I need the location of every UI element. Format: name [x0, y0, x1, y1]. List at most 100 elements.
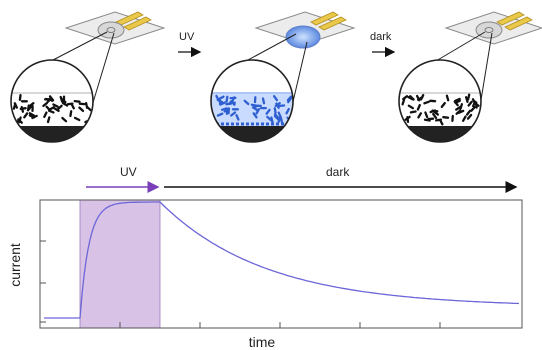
particle-rod [442, 116, 450, 119]
particle-rod [423, 100, 431, 105]
particle-rod [454, 97, 461, 102]
uv-phase-label: UV [120, 165, 137, 179]
particle-rod [409, 110, 417, 114]
particle-rod [266, 115, 272, 122]
particle-rod [454, 99, 461, 104]
particle-rod [28, 102, 35, 108]
particle-rod [215, 94, 220, 102]
particle-rod [53, 107, 60, 113]
particle-rod [250, 103, 258, 107]
y-axis-label: current [7, 243, 23, 287]
particle-rod [277, 116, 282, 123]
particle-rod [61, 101, 69, 107]
magnified-view [10, 59, 94, 143]
particle-rod [435, 118, 443, 122]
electrode-left [496, 11, 525, 26]
device-uv [210, 11, 356, 143]
particle-rod [235, 114, 240, 121]
particle-rod [230, 111, 237, 117]
particle-rod [423, 118, 431, 122]
particle-rod [401, 98, 406, 106]
particle-rod [17, 118, 23, 124]
dark-step-arrow: dark [370, 31, 396, 58]
particle-rod [415, 94, 421, 102]
photocurrent-curve [44, 201, 520, 319]
particle-rod [225, 95, 229, 103]
particle-rod [69, 110, 73, 118]
magnified-view [398, 59, 482, 143]
particle-rod [48, 95, 54, 102]
particle-rod [440, 101, 446, 109]
particle-rod [252, 112, 258, 119]
particle-rod [272, 95, 279, 102]
particle-rod [279, 117, 284, 125]
device-initial [10, 11, 166, 143]
particle-rod [23, 112, 29, 119]
particle-rod [432, 112, 438, 120]
particle-rod [407, 104, 415, 110]
particle-rod [270, 116, 274, 124]
particle-rod [470, 105, 476, 112]
particle-rod [273, 107, 277, 115]
particle-rod [445, 94, 450, 102]
particle-rod [84, 101, 89, 109]
particle-rod [277, 111, 282, 119]
particle-rod [285, 107, 290, 115]
particle-rod [467, 100, 473, 107]
particle-rod [45, 105, 52, 112]
particle-rod [466, 113, 473, 120]
particle-rod [274, 102, 281, 108]
particle-rod [52, 103, 59, 108]
dark-step-label: dark [370, 31, 392, 43]
particle-rod [466, 93, 471, 101]
particle-rod [46, 116, 51, 124]
dark-phase-arrow: dark [164, 165, 518, 193]
particle-rod [78, 106, 85, 113]
device-recovered [398, 11, 542, 143]
magnified-view [210, 59, 294, 143]
dark-phase-label: dark [326, 165, 350, 179]
particle-rod [417, 112, 423, 119]
particle-rod [406, 115, 410, 124]
current-time-plot: UV dark time current [7, 165, 523, 350]
particle-rod [252, 106, 259, 112]
particle-rod [216, 112, 224, 117]
particle-rod [218, 95, 225, 101]
electrode-left [310, 11, 339, 26]
particle-rod [42, 101, 49, 108]
x-axis-label: time [249, 334, 276, 350]
particle-rod [56, 104, 63, 111]
particle-rod [18, 94, 22, 102]
uv-step-label: UV [179, 31, 195, 43]
particle-rod [243, 99, 250, 106]
particle-rod [455, 105, 462, 111]
film-spot [97, 21, 125, 39]
film-spot-illuminated [285, 25, 321, 49]
particle-rod [416, 103, 421, 111]
particle-rod [459, 103, 464, 110]
particle-rod [59, 95, 64, 103]
particle-rod [12, 102, 17, 110]
electrode-right [504, 16, 533, 31]
particle-rod [419, 93, 425, 101]
particle-rod [465, 109, 472, 116]
particle-rod [287, 97, 293, 104]
particle-rod [464, 96, 469, 103]
electrode-right [318, 16, 347, 31]
plot-frame [39, 199, 523, 329]
particle-rod [461, 115, 467, 122]
uv-phase-arrow: UV [86, 165, 160, 193]
particle-rod [43, 111, 48, 119]
particle-rod [265, 108, 271, 115]
uv-step-arrow: UV [178, 31, 202, 58]
particle-rod [31, 114, 38, 120]
particle-rod [429, 109, 437, 114]
particle-rod [61, 116, 68, 123]
y-axis-ticks [40, 240, 46, 323]
particle-rod [73, 116, 81, 122]
particle-rod [432, 110, 440, 116]
particle-rod [409, 95, 415, 101]
particle-rod [455, 109, 462, 115]
particle-rod [66, 102, 74, 106]
